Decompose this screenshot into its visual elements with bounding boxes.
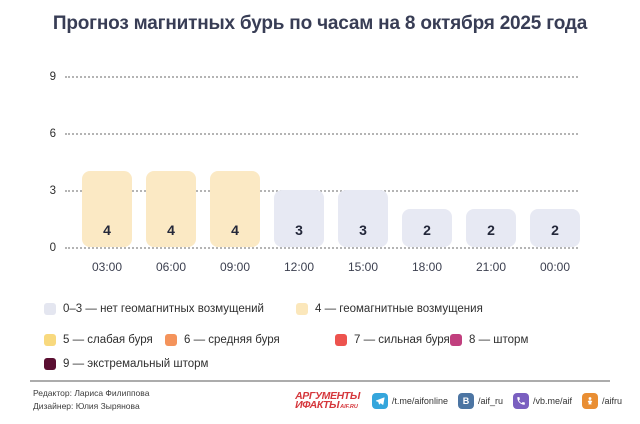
- legend-label: 4 — геомагнитные возмущения: [315, 302, 483, 315]
- legend-label: 9 — экстремальный шторм: [63, 357, 209, 370]
- y-tick-label: 0: [49, 242, 56, 254]
- bar-value-label: 4: [231, 222, 239, 238]
- viber-icon: [512, 393, 529, 409]
- legend-item: 8 — шторм: [450, 333, 528, 346]
- bar-value-label: 3: [359, 222, 367, 238]
- legend-item: 5 — слабая буря: [44, 333, 153, 346]
- x-tick-label: 03:00: [91, 260, 123, 274]
- aif-logo-line1: АРГУМЕНТЫ: [295, 390, 360, 403]
- y-tick-label: 3: [49, 185, 56, 197]
- x-tick-label: 09:00: [219, 260, 251, 274]
- x-tick-label: 18:00: [411, 260, 443, 274]
- page-title: Прогноз магнитных бурь по часам на 8 окт…: [52, 13, 588, 34]
- legend-swatch: [44, 357, 56, 370]
- gridline: [65, 133, 578, 135]
- legend-item: 4 — геомагнитные возмущения: [296, 302, 483, 315]
- legend-swatch: [44, 302, 56, 315]
- social-link[interactable]: /t.me/aifonline: [371, 393, 448, 409]
- legend-swatch: [450, 333, 462, 346]
- bar: 3: [338, 190, 388, 247]
- social-link[interactable]: В/aif_ru: [457, 393, 503, 409]
- bar-chart: 0 3 6 9 4 03:00 4 06:00 4 09:00 3 12:00 3 15:00 2 18:00…: [49, 71, 580, 274]
- bar: 2: [530, 209, 580, 247]
- gridline: [65, 247, 578, 249]
- credits: Редактор: Лариса Филиппова Дизайнер: Юли…: [33, 387, 149, 413]
- social-link[interactable]: /vb.me/aif: [512, 393, 572, 409]
- x-tick-label: 06:00: [155, 260, 187, 274]
- x-tick-label: 12:00: [283, 260, 315, 274]
- aif-logo-suffix: AIF.RU: [340, 404, 358, 410]
- footer-divider: [30, 380, 610, 382]
- gridline: [65, 76, 578, 78]
- social-link[interactable]: /aifru: [581, 393, 622, 409]
- bar-value-label: 4: [103, 222, 111, 238]
- x-tick-label: 00:00: [539, 260, 571, 274]
- bar-value-label: 2: [423, 222, 431, 238]
- legend-swatch: [165, 333, 177, 346]
- footer-social-bar: АРГУМЕНТЫ ИФАКТЫAIF.RU /t.me/aifonline В /…: [295, 386, 622, 416]
- telegram-icon: [371, 393, 388, 409]
- bar: 2: [402, 209, 452, 247]
- legend-label: 8 — шторм: [469, 333, 529, 346]
- legend-item: 6 — средняя буря: [165, 333, 280, 346]
- legend-label: 5 — слабая буря: [63, 333, 153, 346]
- legend-label: 0–3 — нет геомагнитных возмущений: [63, 302, 264, 315]
- legend-item: 0–3 — нет геомагнитных возмущений: [44, 302, 264, 315]
- y-tick-label: 6: [49, 128, 56, 140]
- bar: 4: [210, 171, 260, 247]
- legend-swatch: [296, 302, 308, 315]
- social-label: /vb.me/aif: [532, 396, 572, 406]
- social-label: /t.me/aifonline: [391, 396, 448, 406]
- bar: 2: [466, 209, 516, 247]
- ok-icon: [581, 393, 598, 409]
- vk-icon: В: [457, 393, 474, 409]
- bar-value-label: 2: [551, 222, 559, 238]
- bar-value-label: 2: [487, 222, 495, 238]
- editor-credit: Редактор: Лариса Филиппова: [33, 388, 150, 398]
- aif-logo-line2: ИФАКТЫAIF.RU: [295, 399, 358, 411]
- legend-item: 9 — экстремальный шторм: [44, 357, 208, 370]
- aif-logo: АРГУМЕНТЫ ИФАКТЫAIF.RU: [295, 390, 360, 411]
- legend-swatch: [44, 333, 56, 346]
- bar-value-label: 3: [295, 222, 303, 238]
- bar: 4: [82, 171, 132, 247]
- bar: 4: [146, 171, 196, 247]
- gridline: [65, 190, 578, 192]
- x-tick-label: 15:00: [347, 260, 379, 274]
- social-label: /aif_ru: [477, 396, 503, 406]
- legend-label: 7 — сильная буря: [354, 333, 450, 346]
- social-label: /aifru: [601, 396, 622, 406]
- legend-item: 7 — сильная буря: [335, 333, 450, 346]
- bar-value-label: 4: [167, 222, 175, 238]
- x-tick-label: 21:00: [475, 260, 507, 274]
- bar: 3: [274, 190, 324, 247]
- social-links: /t.me/aifonline В/aif_ru/vb.me/aif/aifru: [371, 393, 622, 409]
- designer-credit: Дизайнер: Юлия Зырянова: [33, 401, 140, 411]
- y-tick-label: 9: [49, 71, 56, 83]
- legend-swatch: [335, 333, 347, 346]
- legend-label: 6 — средняя буря: [184, 333, 280, 346]
